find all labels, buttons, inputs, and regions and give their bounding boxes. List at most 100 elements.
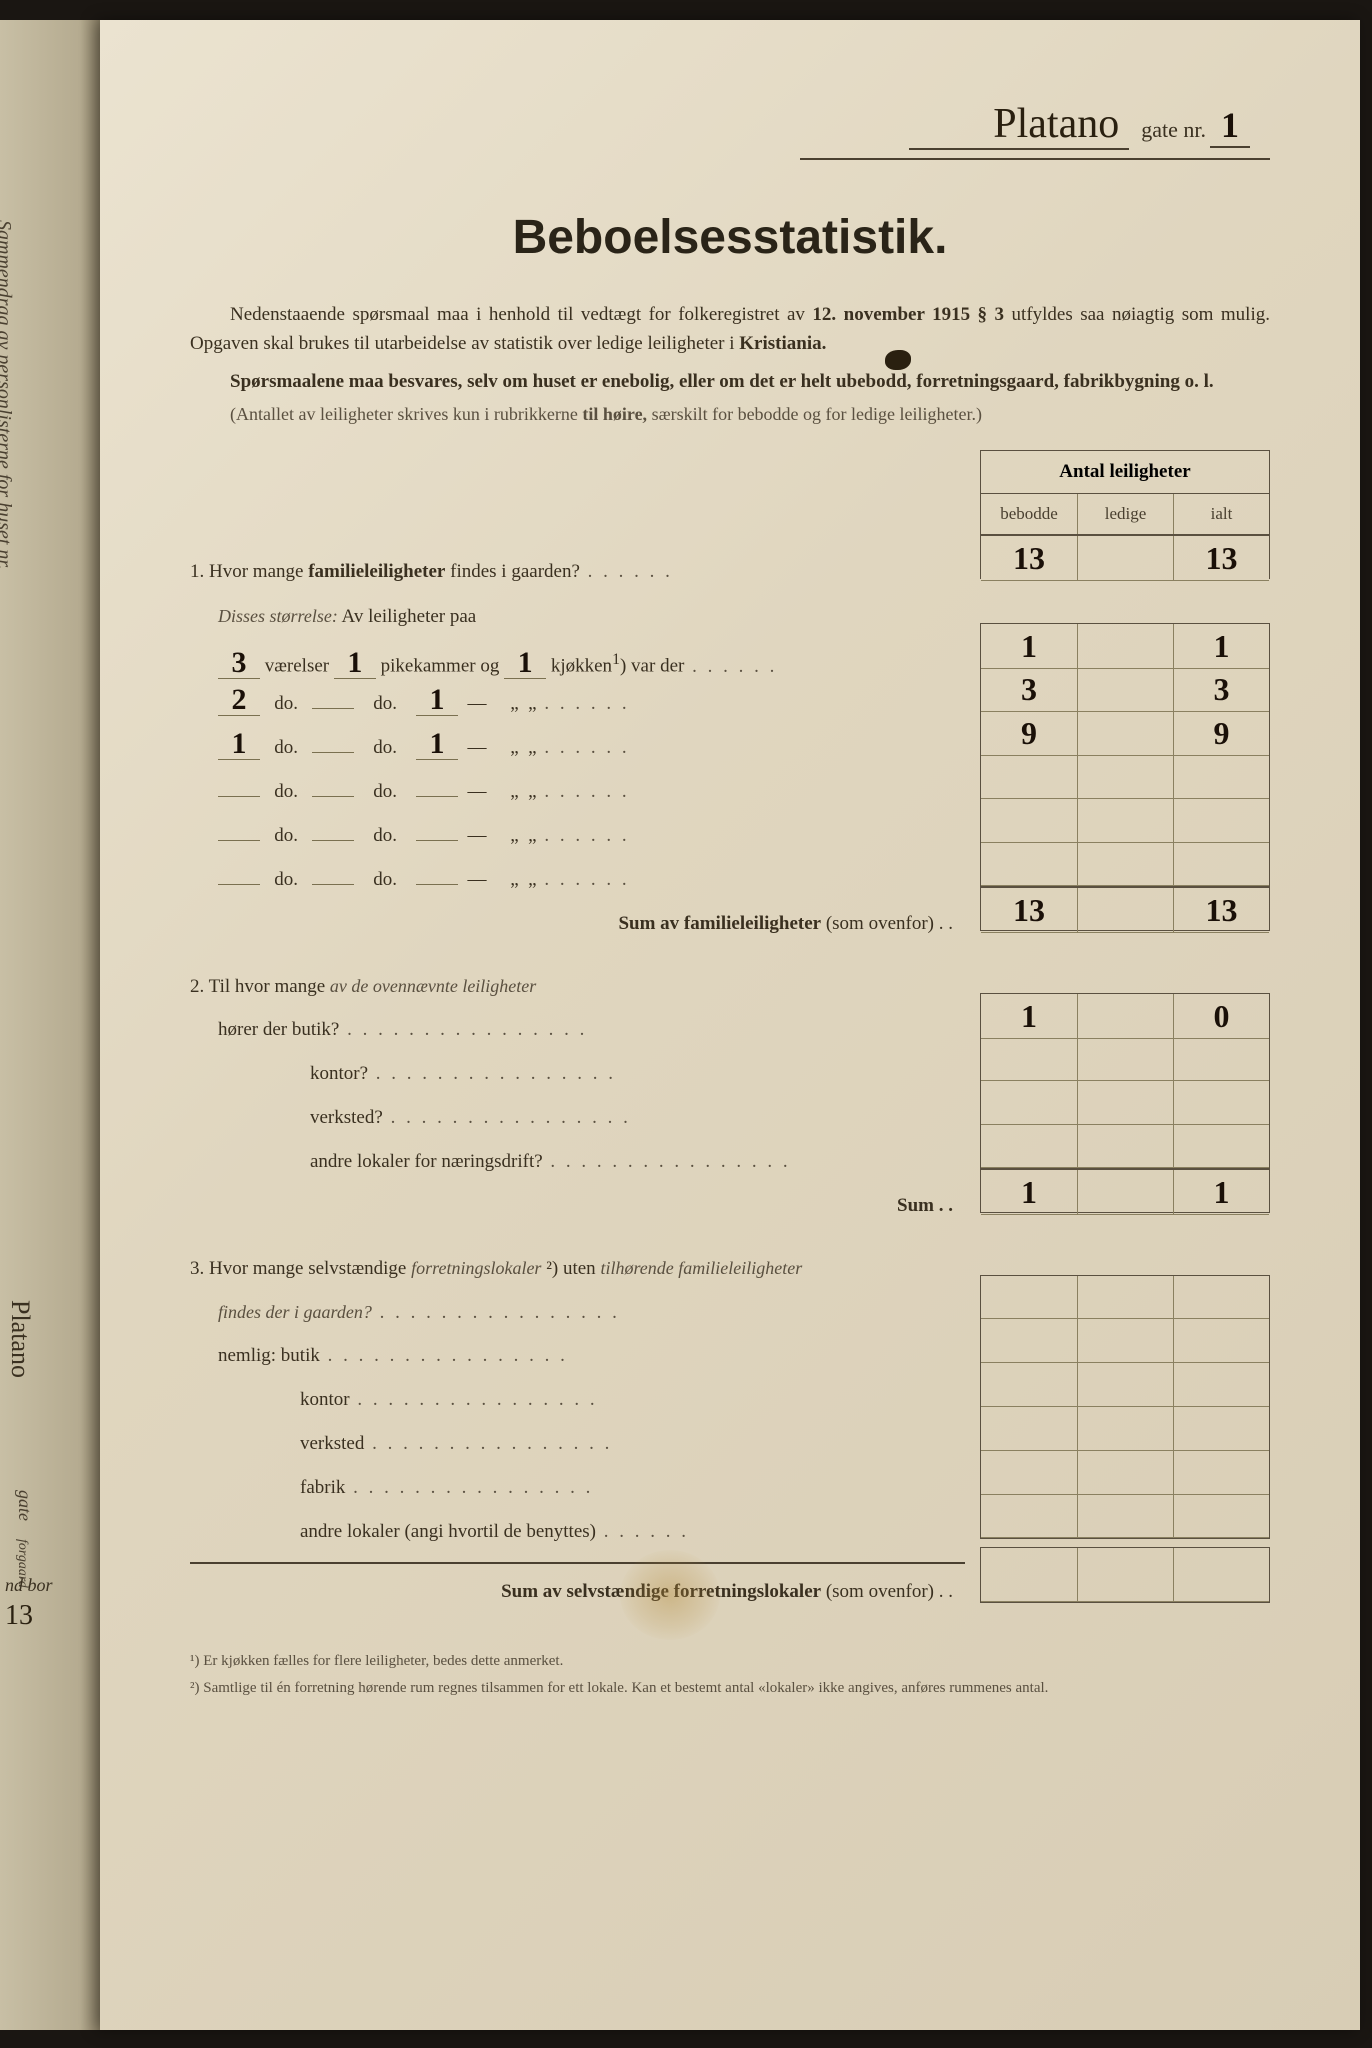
do: do.	[373, 869, 397, 890]
blank	[312, 779, 354, 797]
intro-paragraph-1: Nedenstaaende spørsmaal maa i henhold ti…	[190, 300, 1270, 359]
data-q3-sum	[980, 1547, 1270, 1603]
questions-column: 1. Hvor mange familieleiligheter findes …	[190, 450, 980, 1620]
data-q2-sum: 1 1	[980, 1169, 1270, 1213]
cell	[1077, 667, 1173, 712]
cell	[1077, 1319, 1173, 1363]
cell	[1173, 1451, 1269, 1495]
q3-r3-label: verksted	[300, 1433, 364, 1454]
dots	[537, 693, 630, 714]
gap	[980, 579, 1270, 623]
dots	[596, 1521, 689, 1542]
q3-sum-label: Sum av selvstændige forretningslokaler	[501, 1581, 821, 1602]
main-form-grid: 1. Hvor mange familieleiligheter findes …	[190, 450, 1270, 1620]
q1-row5: do. do. — „ „	[190, 814, 965, 858]
cell	[1173, 799, 1269, 843]
r1-pik: 1	[334, 648, 376, 679]
spacer	[190, 946, 965, 964]
do: do.	[373, 737, 397, 758]
q3-sum: Sum av selvstændige forretningslokaler (…	[190, 1564, 965, 1620]
cell	[981, 1548, 1077, 1602]
q3-r4-label: fabrik	[300, 1477, 345, 1498]
do: do.	[274, 737, 298, 758]
blank	[218, 779, 260, 797]
do: do.	[274, 825, 298, 846]
dots	[684, 656, 777, 677]
q3-b: ²) uten	[541, 1258, 600, 1279]
data-q2-r1: 1 0	[980, 993, 1270, 1037]
blank	[218, 867, 260, 885]
q1-row3: 1 do. do. 1 — „ „	[190, 726, 965, 770]
blank	[312, 823, 354, 841]
dots	[537, 737, 630, 758]
cell: 1	[981, 1170, 1077, 1215]
data-q1-sum: 13 13	[980, 887, 1270, 931]
dots	[580, 561, 673, 582]
header-spacer	[190, 450, 965, 550]
data-q3-r4	[980, 1451, 1270, 1495]
cell	[1077, 1276, 1173, 1319]
q1-row4: do. do. — „ „	[190, 770, 965, 814]
data-r5	[980, 799, 1270, 843]
cell	[1173, 843, 1269, 886]
q2-r4-label: andre lokaler for næringsdrift?	[310, 1151, 543, 1172]
q3-r2: kontor	[190, 1378, 965, 1422]
data-q3-r1	[980, 1319, 1270, 1363]
cell	[1173, 1276, 1269, 1319]
cell	[1077, 1407, 1173, 1451]
q2-r2: kontor?	[190, 1052, 965, 1096]
dots	[345, 1477, 593, 1498]
r1-rooms: 3	[218, 648, 260, 679]
cell	[1077, 711, 1173, 756]
spine-street-name: Platano	[5, 1300, 35, 1378]
data-r4	[980, 755, 1270, 799]
cell	[1077, 1451, 1173, 1495]
cell	[1077, 799, 1173, 843]
q3-r3: verksted	[190, 1422, 965, 1466]
gate-label: gate nr.	[1141, 117, 1206, 142]
q3-c: findes der i gaarden?	[218, 1302, 372, 1322]
document-page: Platano gate nr. 1 Beboelsesstatistik. N…	[100, 20, 1360, 2030]
q3-nemlig: nemlig: butik	[218, 1345, 320, 1366]
cell	[1077, 1037, 1173, 1081]
q3-main: 3. Hvor mange selvstændige forretningslo…	[190, 1246, 965, 1290]
q2-sum: Sum . .	[190, 1184, 965, 1228]
data-q3-r5	[980, 1495, 1270, 1539]
footnote-1: ¹) Er kjøkken fælles for flere leilighet…	[190, 1650, 1270, 1673]
footnotes: ¹) Er kjøkken fælles for flere leilighet…	[190, 1650, 1270, 1699]
cell: 1	[981, 994, 1077, 1039]
q2-a: 2. Til hvor mange	[190, 976, 330, 997]
cell: 13	[1173, 536, 1269, 581]
q2-i: av de ovennævnte leiligheter	[330, 976, 536, 996]
do: do.	[274, 693, 298, 714]
q3-sub: findes der i gaarden?	[190, 1290, 965, 1334]
q2-r2-label: kontor?	[310, 1063, 368, 1084]
r3-kj: 1	[416, 729, 458, 760]
dots	[339, 1019, 587, 1040]
col-bebodde: bebodde	[981, 494, 1077, 534]
gap	[980, 949, 1270, 993]
r2-kj: 1	[416, 685, 458, 716]
cell	[1173, 1407, 1269, 1451]
cell	[1173, 1548, 1269, 1602]
cell	[981, 1037, 1077, 1081]
intro-p1d: Kristiania.	[739, 333, 826, 354]
ink-blot	[885, 350, 911, 370]
r3-rooms: 1	[218, 729, 260, 760]
q1-row2: 2 do. do. 1 — „ „	[190, 682, 965, 726]
spacer	[980, 1213, 1270, 1231]
dots	[364, 1433, 612, 1454]
cell: 1	[981, 624, 1077, 669]
cell	[981, 1319, 1077, 1363]
data-r3: 9 9	[980, 711, 1270, 755]
table-sub-headers: bebodde ledige ialt	[981, 494, 1269, 534]
r2-rooms: 2	[218, 685, 260, 716]
cell: 0	[1173, 994, 1269, 1039]
cell	[981, 1451, 1077, 1495]
cell	[1077, 994, 1173, 1039]
cell	[1077, 1125, 1173, 1168]
spacer	[980, 931, 1270, 949]
data-q3-r3	[980, 1407, 1270, 1451]
dots	[543, 1151, 791, 1172]
cell	[1173, 755, 1269, 799]
